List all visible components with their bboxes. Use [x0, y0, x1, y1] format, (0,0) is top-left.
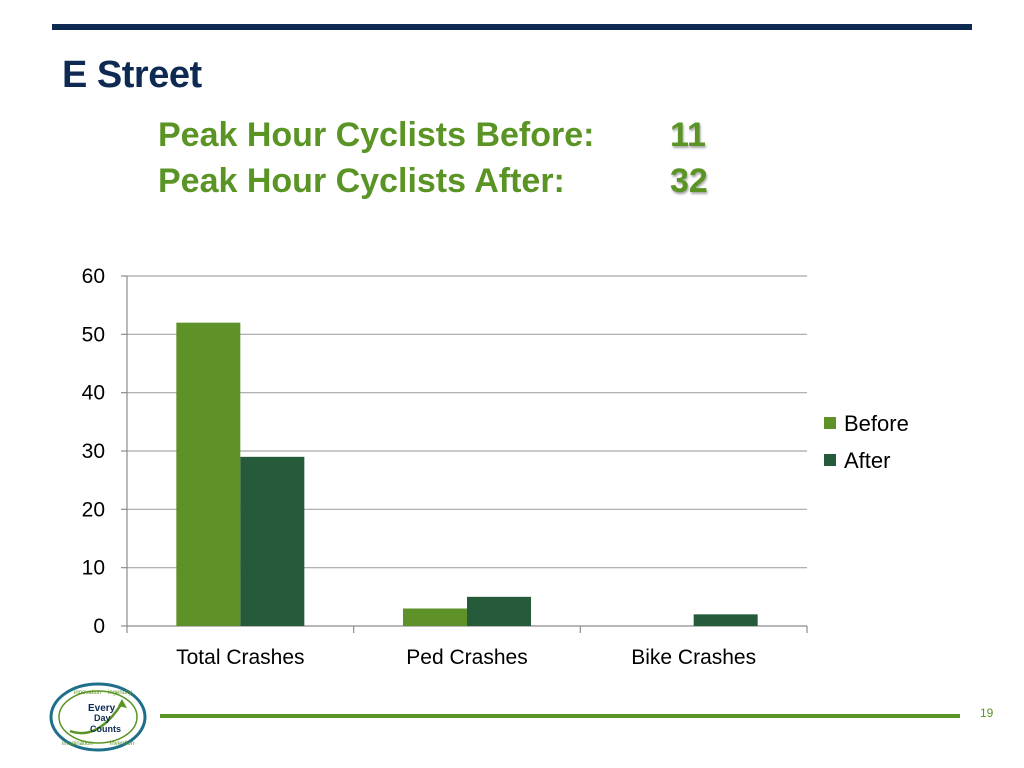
bar-before-total-crashes: [176, 322, 241, 626]
logo-ring-word-2: ingenuity: [108, 690, 132, 696]
x-tick-label-ped-crashes: Ped Crashes: [406, 646, 527, 669]
logo-text-day: Day: [94, 713, 111, 723]
stat-row-after: Peak Hour Cyclists After: 32: [158, 162, 758, 208]
logo-text-counts: Counts: [90, 724, 121, 734]
y-tick-label-20: 20: [82, 498, 105, 521]
y-tick-label-60: 60: [82, 265, 105, 288]
crash-bar-chart: 0 10 20 30 40 50 60 Total Crashes Ped Crashes Bik…: [82, 265, 909, 669]
stat-value-before: 11: [670, 116, 706, 154]
page-number: 19: [980, 706, 994, 720]
x-tick-label-bike-crashes: Bike Crashes: [631, 646, 756, 669]
bar-after-ped-crashes: [467, 596, 531, 626]
y-tick-label-10: 10: [82, 557, 105, 580]
y-tick-label-40: 40: [82, 382, 105, 405]
cyclist-stats: Peak Hour Cyclists Before: 11 Peak Hour …: [158, 116, 758, 208]
top-rule: [52, 24, 972, 30]
logo-ring-word-4: invention: [110, 741, 134, 747]
logo-inner-ring: [58, 690, 138, 744]
every-day-counts-logo: innovation ingenuity imagination inventi…: [49, 682, 147, 752]
y-tick-label-50: 50: [82, 323, 105, 346]
stat-row-before: Peak Hour Cyclists Before: 11: [158, 116, 758, 162]
logo-text-every: Every: [88, 703, 116, 714]
stat-label-before: Peak Hour Cyclists Before:: [158, 116, 595, 154]
bar-before-ped-crashes: [403, 608, 467, 626]
logo-arrowhead-icon: [118, 699, 127, 708]
stat-value-after: 32: [670, 162, 708, 200]
legend-swatch-after: [824, 454, 836, 466]
bar-after-bike-crashes: [693, 614, 758, 626]
logo-arrow-icon: [69, 702, 124, 735]
footer-rule: [160, 714, 960, 718]
logo-ring-word-3: imagination: [62, 741, 93, 747]
y-tick-label-30: 30: [82, 440, 105, 463]
bar-after-total-crashes: [240, 456, 305, 626]
x-tick-label-total-crashes: Total Crashes: [176, 646, 304, 669]
stat-label-after: Peak Hour Cyclists After:: [158, 162, 565, 200]
slide-title: E Street: [62, 54, 202, 96]
legend-label-after: After: [844, 448, 890, 473]
y-tick-label-0: 0: [93, 615, 105, 638]
legend-label-before: Before: [844, 411, 909, 436]
logo-ring-word-1: innovation: [74, 690, 101, 696]
legend-swatch-before: [824, 417, 836, 429]
